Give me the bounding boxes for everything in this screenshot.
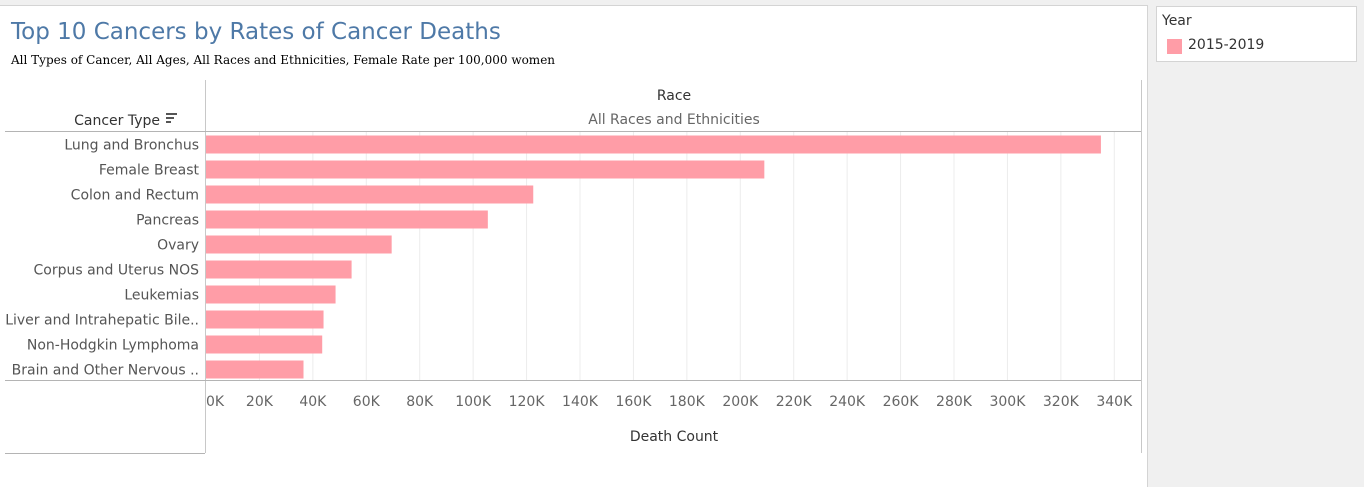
column-header-label: Race xyxy=(657,88,691,104)
bar-chart: Lung and Bronchus Female Breast Colon and … xyxy=(5,80,1142,454)
x-tick-labels: 0K 20K 40K 60K 80K 100K 120K 140K 160K 180K 200K 22… xyxy=(206,394,1133,410)
bar[interactable] xyxy=(206,310,324,329)
x-tick-label: 20K xyxy=(246,394,274,410)
category-label[interactable]: Ovary xyxy=(157,238,199,254)
category-label[interactable]: Lung and Bronchus xyxy=(64,138,199,154)
x-tick-label: 340K xyxy=(1096,394,1133,410)
bar[interactable] xyxy=(206,135,1101,154)
chart-subtitle: All Types of Cancer, All Ages, All Races… xyxy=(11,53,556,67)
x-tick-label: 300K xyxy=(989,394,1026,410)
category-labels: Lung and Bronchus Female Breast Colon and … xyxy=(5,138,199,379)
bar[interactable] xyxy=(206,235,392,254)
chart-title: Top 10 Cancers by Rates of Cancer Deaths xyxy=(11,19,501,45)
legend: Year 2015-2019 xyxy=(1156,6,1357,62)
category-label[interactable]: Brain and Other Nervous .. xyxy=(12,363,199,379)
bar[interactable] xyxy=(206,160,765,179)
x-tick-label: 60K xyxy=(353,394,381,410)
category-label[interactable]: Pancreas xyxy=(136,213,199,229)
column-header-value: All Races and Ethnicities xyxy=(588,112,760,128)
x-tick-label: 220K xyxy=(776,394,813,410)
x-tick-label: 240K xyxy=(829,394,866,410)
x-tick-label: 140K xyxy=(562,394,599,410)
bar[interactable] xyxy=(206,260,352,279)
x-tick-label: 180K xyxy=(669,394,706,410)
bar[interactable] xyxy=(206,210,488,229)
category-label[interactable]: Leukemias xyxy=(124,288,199,304)
x-tick-label: 160K xyxy=(615,394,652,410)
x-tick-label: 320K xyxy=(1043,394,1080,410)
bar[interactable] xyxy=(206,285,336,304)
x-tick-label: 80K xyxy=(406,394,434,410)
bar[interactable] xyxy=(206,185,534,204)
x-tick-label: 100K xyxy=(455,394,492,410)
bar[interactable] xyxy=(206,335,323,354)
row-header-label[interactable]: Cancer Type xyxy=(74,113,160,129)
x-tick-label: 0K xyxy=(206,394,225,410)
bar[interactable] xyxy=(206,360,304,379)
x-tick-label: 200K xyxy=(722,394,759,410)
x-axis-title: Death Count xyxy=(630,429,719,445)
x-tick-label: 260K xyxy=(883,394,920,410)
category-label[interactable]: Non-Hodgkin Lymphoma xyxy=(27,338,199,354)
category-label[interactable]: Liver and Intrahepatic Bile.. xyxy=(5,313,199,329)
bars-group xyxy=(206,135,1101,379)
visualization-panel xyxy=(0,5,1148,487)
category-label[interactable]: Colon and Rectum xyxy=(71,188,199,204)
legend-item-label[interactable]: 2015-2019 xyxy=(1188,37,1265,53)
legend-title: Year xyxy=(1162,13,1192,29)
sort-icon[interactable] xyxy=(166,113,177,123)
x-tick-label: 120K xyxy=(509,394,546,410)
category-label[interactable]: Corpus and Uterus NOS xyxy=(34,263,200,279)
x-tick-label: 280K xyxy=(936,394,973,410)
category-label[interactable]: Female Breast xyxy=(99,163,200,179)
x-tick-label: 40K xyxy=(299,394,327,410)
legend-swatch[interactable] xyxy=(1167,39,1182,54)
